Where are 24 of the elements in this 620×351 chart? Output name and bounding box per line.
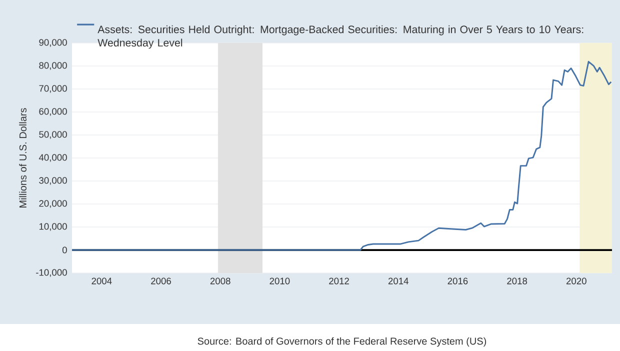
y-tick-label: 0: [62, 246, 67, 254]
x-tick-label: 2012: [329, 278, 349, 284]
source-note: Source: Board of Governors of the Federal Reserve System (US): [198, 337, 486, 347]
x-tick-label: 2006: [151, 278, 171, 284]
x-tick-label: 2010: [270, 278, 290, 284]
y-tick-label: 50,000: [39, 131, 67, 139]
y-tick-label: 10,000: [39, 223, 67, 231]
y-axis-title: Millions of U.S. Dollars: [19, 108, 26, 208]
x-tick-label: 2016: [448, 278, 468, 284]
y-tick-label: -10,000: [36, 269, 67, 277]
x-tick-label: 2018: [507, 278, 528, 284]
y-tick-label: 80,000: [39, 62, 67, 70]
series-label: Assets: Securities Held Outright: Mortgage-Backed Securities: Maturing in Over 5 Years to 10 Years: Wednesday Level: [98, 25, 584, 49]
x-tick-label: 2020: [566, 278, 586, 284]
y-tick-label: 70,000: [39, 85, 67, 93]
y-tick-label: 90,000: [39, 39, 67, 47]
x-tick-label: 2008: [210, 278, 230, 284]
x-tick-label: 2004: [92, 278, 112, 284]
line-series: [71, 60, 612, 251]
y-tick-label: 40,000: [38, 154, 67, 162]
x-tick-label: 2014: [388, 278, 408, 284]
y-tick-label: 60,000: [39, 108, 67, 116]
y-tick-label: 30,000: [39, 177, 67, 185]
y-tick-label: 20,000: [39, 200, 67, 208]
